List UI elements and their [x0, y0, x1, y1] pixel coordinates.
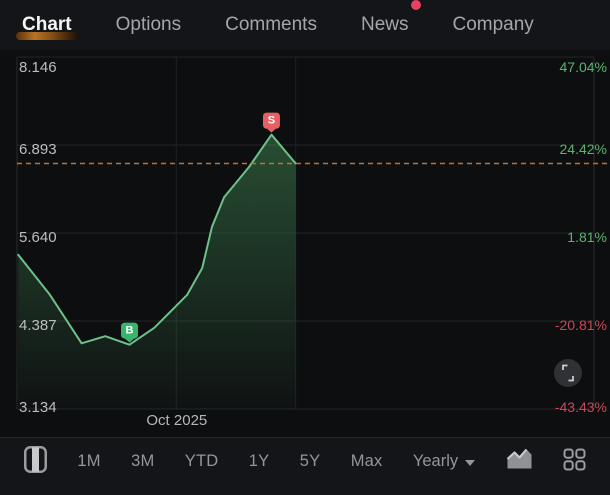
price-line [17, 133, 297, 346]
range-button-5y[interactable]: 5Y [299, 452, 321, 470]
range-button-1m[interactable]: 1M [77, 452, 101, 470]
percent-tick-label: 24.42% [560, 141, 607, 157]
tab-chart[interactable]: Chart [16, 11, 78, 40]
tab-news[interactable]: News [360, 0, 422, 40]
tab-options[interactable]: Options [116, 11, 181, 40]
tab-comments-label: Comments [225, 13, 317, 35]
range-button-1y[interactable]: 1Y [248, 452, 270, 470]
range-button-max[interactable]: Max [350, 452, 383, 470]
range-button-ytd[interactable]: YTD [184, 452, 219, 470]
expand-button-circle [554, 359, 582, 387]
bottom-toolbar: 1M 3M YTD 1Y 5Y Max Yearly [0, 437, 610, 495]
chart-style-button[interactable] [506, 448, 533, 475]
expand-icon [562, 364, 568, 370]
x-axis-label: Oct 2025 [146, 412, 207, 429]
percent-tick-label: -43.43% [555, 399, 607, 415]
interval-dropdown[interactable]: Yearly [412, 452, 476, 471]
price-tick-label: 6.893 [19, 141, 57, 158]
top-nav: Chart Options Comments News Company [0, 0, 610, 50]
price-tick-label: 8.146 [19, 59, 57, 76]
percent-tick-label: 47.04% [560, 59, 607, 75]
range-button-3m[interactable]: 3M [131, 452, 155, 470]
buy-marker-pin [121, 322, 139, 343]
tab-comments[interactable]: Comments [225, 11, 317, 40]
panel-toggle-button[interactable] [24, 445, 47, 478]
area-chart-icon [506, 448, 533, 475]
tab-options-label: Options [115, 13, 182, 35]
grid-layout-button[interactable] [563, 448, 586, 476]
tab-company-label: Company [452, 13, 534, 35]
sell-marker-pin [262, 112, 280, 133]
price-tick-label: 4.387 [19, 317, 57, 334]
price-chart[interactable]: B S 8.146 6.893 5.640 4.387 3.134 47.04% 24.42% 1… [0, 50, 610, 437]
tab-chart-label: Chart [22, 13, 72, 35]
price-tick-label: 3.134 [19, 399, 57, 416]
sell-marker[interactable]: S [262, 112, 280, 133]
tab-news-label: News [360, 13, 409, 35]
area-fill [18, 134, 296, 409]
buy-marker[interactable]: B [121, 322, 139, 343]
grid-icon [563, 448, 586, 476]
chevron-down-icon [465, 459, 476, 466]
panel-toggle-icon [24, 445, 47, 478]
percent-tick-label: 1.81% [567, 229, 607, 245]
sell-marker-label: S [268, 115, 275, 127]
active-tab-underline [16, 31, 78, 40]
expand-icon [568, 376, 574, 382]
buy-marker-label: B [126, 325, 134, 337]
tab-company[interactable]: Company [452, 11, 533, 40]
expand-chart-button[interactable] [554, 359, 582, 387]
percent-tick-label: -20.81% [555, 317, 607, 333]
price-tick-label: 5.640 [19, 229, 57, 246]
notification-dot [411, 0, 422, 10]
interval-dropdown-label: Yearly [412, 452, 459, 470]
chart-area: B S 8.146 6.893 5.640 4.387 3.134 47.04% 24.42% 1… [0, 50, 610, 437]
